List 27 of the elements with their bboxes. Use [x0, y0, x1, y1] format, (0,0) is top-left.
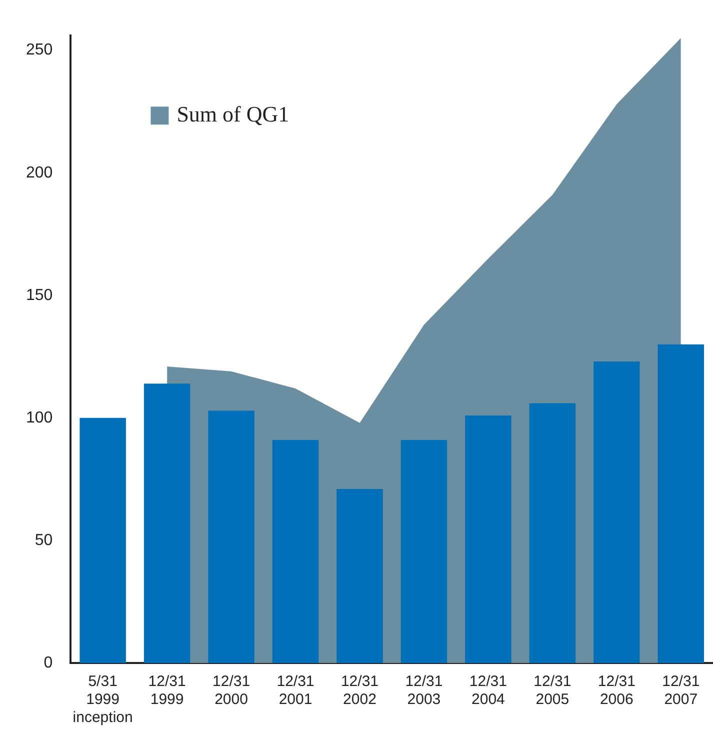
bar [529, 403, 576, 663]
bar [208, 410, 254, 663]
bar [272, 440, 319, 663]
x-tick-label: 12/31 2006 [598, 673, 636, 708]
legend-label: Sum of QG1 [176, 101, 290, 126]
y-tick-label: 250 [26, 42, 53, 59]
x-tick-label: 5/31 1999 inception [72, 673, 133, 726]
x-tick-label: 12/31 2007 [662, 673, 700, 708]
bar [465, 415, 512, 663]
x-tick-label: 12/31 2000 [212, 673, 250, 708]
y-tick-label: 150 [26, 286, 53, 304]
x-tick-label: 12/31 2003 [405, 673, 443, 708]
y-tick-label: 100 [26, 409, 53, 426]
y-tick-label: 50 [34, 532, 53, 549]
x-tick-label: 12/31 2004 [469, 673, 507, 708]
bar [400, 440, 448, 663]
x-tick-label: 12/31 2001 [276, 673, 314, 708]
bar [658, 344, 704, 663]
bar [144, 384, 190, 663]
y-tick-label: 200 [26, 164, 53, 182]
bar [594, 362, 640, 663]
x-tick-label: 12/31 1999 [148, 673, 186, 708]
y-tick-label: 0 [44, 654, 53, 672]
x-tick-label: 12/31 2005 [534, 673, 572, 708]
bar [80, 418, 126, 663]
bar [336, 488, 383, 663]
x-tick-label: 12/31 2002 [340, 673, 379, 708]
